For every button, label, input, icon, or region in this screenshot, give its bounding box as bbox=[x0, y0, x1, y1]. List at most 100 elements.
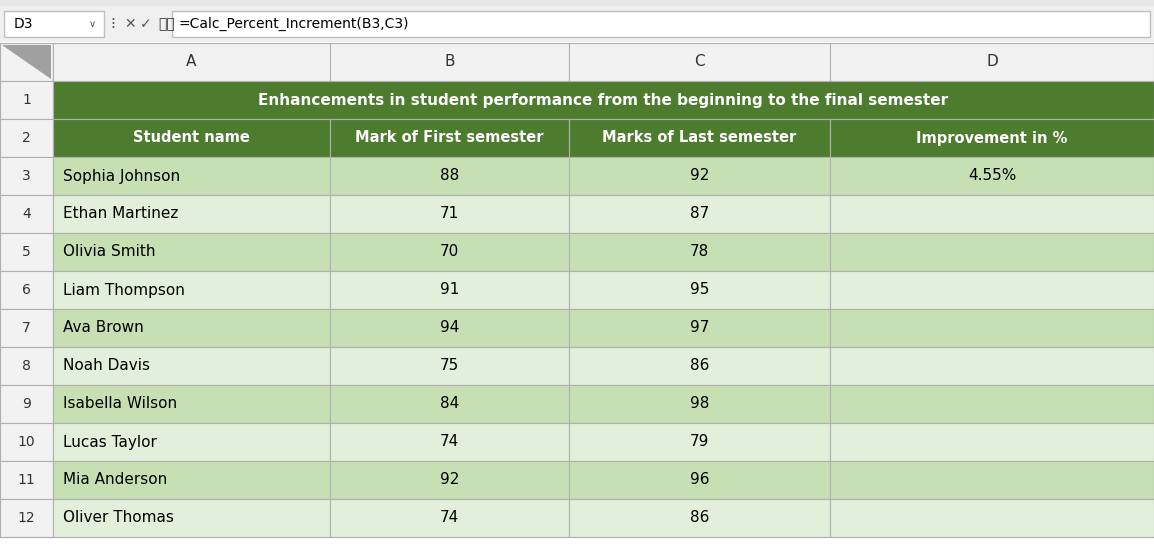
Text: 86: 86 bbox=[690, 358, 710, 373]
Text: 88: 88 bbox=[440, 169, 459, 183]
Bar bbox=[830, 423, 1154, 461]
Bar bbox=[569, 423, 830, 461]
Text: 𝑓𝑥: 𝑓𝑥 bbox=[158, 17, 174, 31]
Text: 10: 10 bbox=[17, 435, 36, 449]
Text: ✓: ✓ bbox=[140, 17, 151, 31]
Bar bbox=[569, 309, 830, 347]
Bar bbox=[0, 499, 53, 537]
Text: A: A bbox=[186, 54, 196, 70]
Bar bbox=[830, 461, 1154, 499]
Text: 4.55%: 4.55% bbox=[968, 169, 1017, 183]
Text: Improvement in %: Improvement in % bbox=[916, 131, 1067, 145]
Text: 12: 12 bbox=[17, 511, 36, 525]
Bar bbox=[330, 233, 569, 271]
Bar bbox=[0, 461, 53, 499]
Text: 97: 97 bbox=[690, 321, 710, 335]
Text: 86: 86 bbox=[690, 511, 710, 525]
Text: 11: 11 bbox=[17, 473, 36, 487]
Text: Liam Thompson: Liam Thompson bbox=[63, 283, 185, 298]
Text: Student name: Student name bbox=[133, 131, 250, 145]
Bar bbox=[569, 271, 830, 309]
Bar bbox=[569, 461, 830, 499]
Bar bbox=[0, 347, 53, 385]
Bar bbox=[569, 347, 830, 385]
Bar bbox=[830, 119, 1154, 157]
Bar bbox=[53, 499, 330, 537]
Text: Lucas Taylor: Lucas Taylor bbox=[63, 434, 157, 450]
Bar bbox=[0, 0, 1154, 6]
Text: D: D bbox=[987, 54, 998, 70]
Bar bbox=[330, 461, 569, 499]
Bar bbox=[0, 43, 53, 81]
Bar bbox=[53, 385, 330, 423]
Bar bbox=[0, 81, 53, 119]
Bar bbox=[330, 119, 569, 157]
Text: Noah Davis: Noah Davis bbox=[63, 358, 150, 373]
Text: 84: 84 bbox=[440, 396, 459, 412]
Bar bbox=[53, 81, 1154, 119]
Text: 71: 71 bbox=[440, 206, 459, 221]
Text: 9: 9 bbox=[22, 397, 31, 411]
Bar bbox=[53, 43, 330, 81]
Bar bbox=[330, 195, 569, 233]
Text: D3: D3 bbox=[14, 17, 33, 31]
Bar bbox=[330, 423, 569, 461]
Text: 74: 74 bbox=[440, 511, 459, 525]
Bar bbox=[0, 233, 53, 271]
Text: ⁝: ⁝ bbox=[110, 16, 115, 31]
Text: 7: 7 bbox=[22, 321, 31, 335]
Text: 3: 3 bbox=[22, 169, 31, 183]
Bar bbox=[53, 347, 330, 385]
Text: 2: 2 bbox=[22, 131, 31, 145]
Text: 87: 87 bbox=[690, 206, 709, 221]
Bar bbox=[830, 385, 1154, 423]
Text: Isabella Wilson: Isabella Wilson bbox=[63, 396, 177, 412]
Bar bbox=[830, 43, 1154, 81]
Text: 98: 98 bbox=[690, 396, 710, 412]
Bar bbox=[53, 233, 330, 271]
Text: 95: 95 bbox=[690, 283, 710, 298]
Bar bbox=[830, 157, 1154, 195]
Bar bbox=[0, 385, 53, 423]
Bar bbox=[569, 119, 830, 157]
Text: 8: 8 bbox=[22, 359, 31, 373]
Bar bbox=[53, 157, 330, 195]
Text: Marks of Last semester: Marks of Last semester bbox=[602, 131, 796, 145]
Bar bbox=[569, 233, 830, 271]
Bar bbox=[330, 347, 569, 385]
Text: 4: 4 bbox=[22, 207, 31, 221]
Bar bbox=[53, 461, 330, 499]
Bar bbox=[330, 271, 569, 309]
Text: ∨: ∨ bbox=[89, 19, 96, 29]
Bar bbox=[330, 157, 569, 195]
Text: 5: 5 bbox=[22, 245, 31, 259]
Text: 92: 92 bbox=[690, 169, 710, 183]
Bar bbox=[830, 309, 1154, 347]
Text: Oliver Thomas: Oliver Thomas bbox=[63, 511, 174, 525]
Text: 1: 1 bbox=[22, 93, 31, 107]
Bar bbox=[0, 119, 53, 157]
Bar bbox=[53, 309, 330, 347]
Text: Enhancements in student performance from the beginning to the final semester: Enhancements in student performance from… bbox=[258, 92, 949, 108]
Bar bbox=[0, 271, 53, 309]
Text: 79: 79 bbox=[690, 434, 710, 450]
Text: =Calc_Percent_Increment(B3,C3): =Calc_Percent_Increment(B3,C3) bbox=[178, 17, 409, 31]
Bar bbox=[330, 309, 569, 347]
Text: 78: 78 bbox=[690, 244, 709, 260]
Bar bbox=[569, 43, 830, 81]
Bar bbox=[330, 385, 569, 423]
Text: 92: 92 bbox=[440, 473, 459, 488]
Bar bbox=[569, 157, 830, 195]
Bar bbox=[53, 119, 330, 157]
Text: Mia Anderson: Mia Anderson bbox=[63, 473, 167, 488]
Bar bbox=[830, 347, 1154, 385]
Bar bbox=[0, 309, 53, 347]
Bar bbox=[0, 195, 53, 233]
Text: Mark of First semester: Mark of First semester bbox=[355, 131, 544, 145]
Text: C: C bbox=[695, 54, 705, 70]
Text: 91: 91 bbox=[440, 283, 459, 298]
Bar bbox=[830, 195, 1154, 233]
Bar bbox=[0, 6, 1154, 42]
Bar bbox=[830, 271, 1154, 309]
Text: 75: 75 bbox=[440, 358, 459, 373]
